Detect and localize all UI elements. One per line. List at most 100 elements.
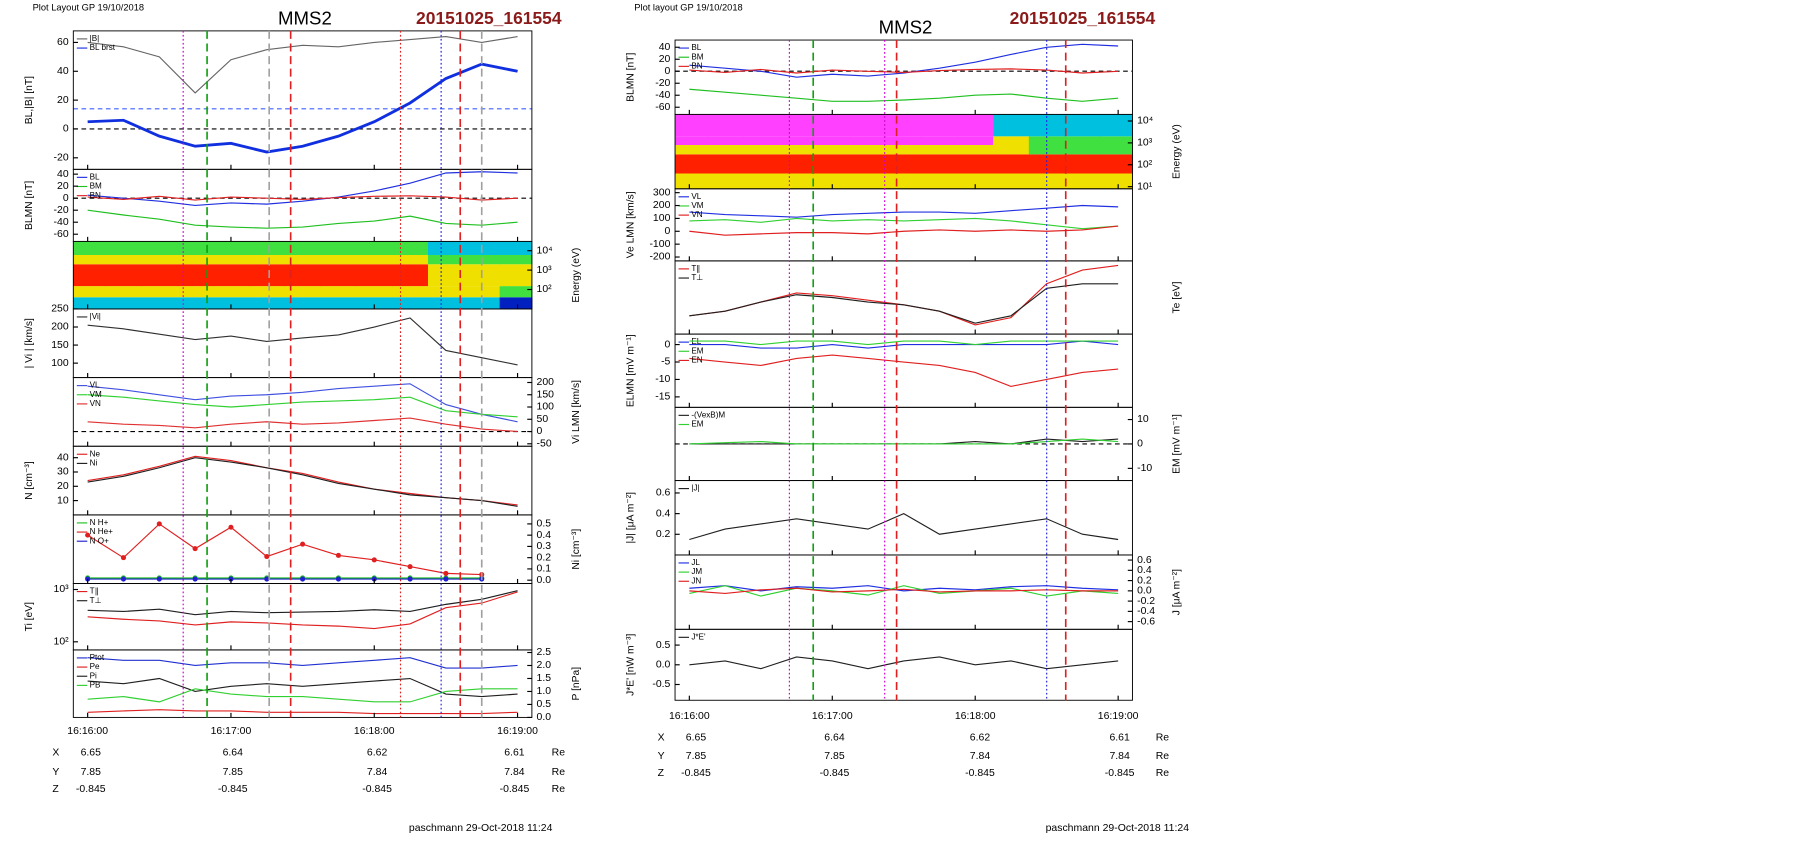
spectrogram-cell xyxy=(177,255,214,265)
series-line xyxy=(87,455,518,506)
y-tick-label: -100 xyxy=(649,239,670,250)
x-tick-label: 16:16:00 xyxy=(669,711,710,722)
spectrogram-cell xyxy=(427,297,465,309)
event-title: 20151025_161554 xyxy=(1010,8,1156,28)
spectrogram-cell xyxy=(213,297,250,309)
series-line xyxy=(87,657,518,669)
spectrogram-cell xyxy=(392,241,429,256)
series-line xyxy=(87,677,518,698)
legend-label: Ne xyxy=(90,449,101,458)
legend-label: JL xyxy=(691,558,700,567)
y-tick-label: 100 xyxy=(537,402,555,413)
x-tick-label: 16:17:00 xyxy=(211,726,252,737)
spectrogram-cell xyxy=(814,154,851,174)
spectrogram-cell xyxy=(177,264,214,287)
spectrogram-cell xyxy=(356,286,393,298)
series-point xyxy=(407,564,413,570)
series-line xyxy=(87,36,518,94)
spectrogram-cell xyxy=(73,264,107,287)
y-tick-label: -60 xyxy=(655,102,670,113)
spectrogram-cell xyxy=(356,255,393,265)
legend-label: N H+ xyxy=(90,518,109,527)
y-tick-label: 0 xyxy=(63,124,69,135)
spectrogram-cell xyxy=(1064,154,1101,174)
spectrogram-cell xyxy=(213,264,250,287)
y-tick-label: 0.0 xyxy=(537,712,552,723)
series-point xyxy=(156,576,162,582)
spectrogram-cell xyxy=(778,114,815,137)
spectrogram-cell xyxy=(921,114,958,137)
spectrogram-cell xyxy=(957,114,994,137)
ephemeris-cell: Z xyxy=(52,784,59,795)
spectrogram-cell xyxy=(1100,154,1134,174)
y-tick-label: 10² xyxy=(537,284,553,295)
footer: paschmann 29-Oct-2018 11:24 xyxy=(1046,823,1190,834)
y-tick-label: 30 xyxy=(57,467,69,478)
legend-label: T⊥ xyxy=(90,596,102,605)
spectrogram-cell xyxy=(463,286,501,298)
legend-label: Ni xyxy=(90,459,98,468)
ephemeris-cell: -0.845 xyxy=(820,768,850,779)
y-tick-label: 20 xyxy=(659,54,671,65)
series-line xyxy=(87,209,518,229)
spectrogram-cell xyxy=(73,297,107,309)
ephemeris-cell: Y xyxy=(658,751,665,762)
legend-label: PB xyxy=(90,681,101,690)
y-tick-label: -50 xyxy=(537,439,552,450)
y-tick-label: 60 xyxy=(57,37,69,48)
y-tick-label: 0.2 xyxy=(537,552,552,563)
y-axis-label: Ti [eV] xyxy=(24,602,35,631)
spectrogram-cell xyxy=(213,255,250,265)
y-tick-label: 100 xyxy=(653,213,671,224)
y-tick-label: 10² xyxy=(1137,160,1153,171)
ephemeris-cell: Re xyxy=(552,767,566,778)
spectrogram-cell xyxy=(392,264,429,287)
ephemeris-cell: 6.62 xyxy=(970,733,991,744)
y-axis-label: Ve LMN [km/s] xyxy=(626,191,637,258)
spectrogram-cell xyxy=(850,173,887,189)
y-axis-label: EM [mV m⁻¹] xyxy=(1171,414,1182,474)
spectrogram-cell xyxy=(1100,173,1134,189)
ephemeris-cell: 6.65 xyxy=(686,733,707,744)
spectrogram-cell xyxy=(1064,173,1101,189)
spectrogram-cell xyxy=(993,136,1030,146)
spectrogram-cell xyxy=(105,255,142,265)
series-line xyxy=(689,68,1119,74)
legend-label: |J| xyxy=(691,484,699,493)
spectrogram-cell xyxy=(778,154,815,174)
y-tick-label: 10⁴ xyxy=(1137,116,1153,127)
spectrogram-cell xyxy=(392,255,429,265)
spectrogram-cell xyxy=(73,241,107,256)
spectrogram-cell xyxy=(921,145,958,155)
panel-frame xyxy=(72,168,533,242)
spectrogram-cell xyxy=(320,297,357,309)
y-tick-label: 1.5 xyxy=(537,673,552,684)
spectrogram-cell xyxy=(105,264,142,287)
panel-frame xyxy=(674,480,1133,556)
series-line xyxy=(87,171,518,206)
y-tick-label: 10³ xyxy=(54,584,70,595)
spectrogram-cell xyxy=(141,241,178,256)
spectrogram-cell xyxy=(1100,145,1134,155)
ephemeris-cell: Re xyxy=(1156,733,1170,744)
y-tick-label: 0 xyxy=(665,66,671,77)
spectrogram-cell xyxy=(427,286,465,298)
y-tick-label: 20 xyxy=(57,95,69,106)
y-tick-label: 0.6 xyxy=(656,488,671,499)
series-line xyxy=(689,217,1119,230)
legend-label: |Vi| xyxy=(90,312,101,321)
legend-label: VM xyxy=(691,201,703,210)
spectrogram-cell xyxy=(356,241,393,256)
spectrogram-cell xyxy=(993,154,1030,174)
y-tick-label: 10⁴ xyxy=(537,245,553,256)
y-tick-label: -5 xyxy=(661,357,671,368)
panel-frame xyxy=(674,260,1133,335)
y-tick-label: 0 xyxy=(665,339,671,350)
y-tick-label: -40 xyxy=(54,217,69,228)
series-line xyxy=(87,591,518,630)
spacecraft-title: MMS2 xyxy=(278,7,332,28)
legend-label: T⊥ xyxy=(691,273,703,282)
x-tick-label: 16:18:00 xyxy=(955,711,996,722)
legend-label: VM xyxy=(90,390,102,399)
spectrogram-cell xyxy=(141,264,178,287)
